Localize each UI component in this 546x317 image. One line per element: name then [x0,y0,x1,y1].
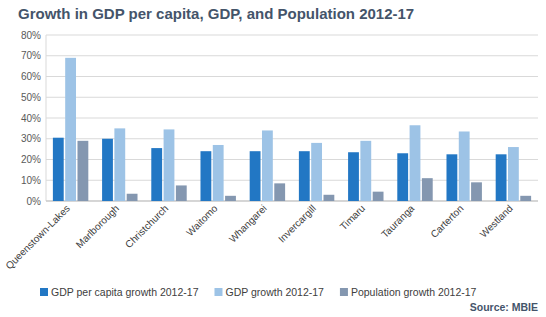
bar [397,153,408,201]
x-tick-label: Queenstown-Lakes [3,203,72,272]
bar [250,151,261,201]
source: Source: MBIE [470,301,538,313]
x-tick-label: Westland [478,203,515,240]
bar [508,147,519,201]
bar [102,139,113,201]
bar [65,58,76,201]
grid-line [46,97,538,98]
bar [53,138,64,201]
grid-line [46,55,538,56]
legend-swatch [40,288,48,296]
y-tick-label: 40% [21,113,41,124]
bar [262,130,273,201]
bar [127,194,138,201]
y-tick-label: 10% [21,175,41,186]
bars [53,58,531,201]
bar [410,125,421,201]
bar [213,145,224,201]
y-tick-label: 30% [21,133,41,144]
y-tick-label: 70% [21,50,41,61]
bar [299,151,310,201]
y-tick-label: 80% [21,30,41,41]
x-tick-label: Whangarei [227,203,269,245]
y-axis-line [46,35,47,201]
legend-swatch [340,288,348,296]
x-tick-label: Tauranga [379,202,417,240]
bar [225,196,236,201]
bar [496,154,507,201]
bar [323,195,334,201]
bar [348,152,359,201]
bar [164,129,175,201]
y-tick-label: 20% [21,154,41,165]
x-tick-label: Christchurch [123,203,170,250]
grid-line [46,35,538,36]
y-tick-label: 50% [21,92,41,103]
x-tick-label: Timaru [338,203,368,233]
bar [114,128,125,201]
x-tick-label: Waitomo [184,202,220,238]
chart: Growth in GDP per capita, GDP, and Popul… [0,0,546,317]
legend-label: GDP growth 2012-17 [225,286,324,298]
bar [311,143,322,201]
bar [360,141,371,201]
bar [77,141,88,201]
bar [176,185,187,201]
bar [373,192,384,201]
y-tick-label: 60% [21,71,41,82]
title: Growth in GDP per capita, GDP, and Popul… [18,5,414,22]
bar [446,154,457,201]
legend-label: GDP per capita growth 2012-17 [51,286,199,298]
legend-swatch [214,288,222,296]
bar [274,183,285,201]
legend-label: Population growth 2012-17 [351,286,477,298]
bar [459,131,470,201]
bar [520,196,531,201]
grid-line [46,76,538,77]
bar [200,151,211,201]
grid-line [46,118,538,119]
bar [422,178,433,201]
bar [471,182,482,201]
bar [151,148,162,201]
x-tick-label: Invercargill [276,203,318,245]
x-tick-label: Carterton [428,203,465,240]
x-tick-label: Marlborough [74,203,121,250]
y-tick-label: 0% [27,196,42,207]
